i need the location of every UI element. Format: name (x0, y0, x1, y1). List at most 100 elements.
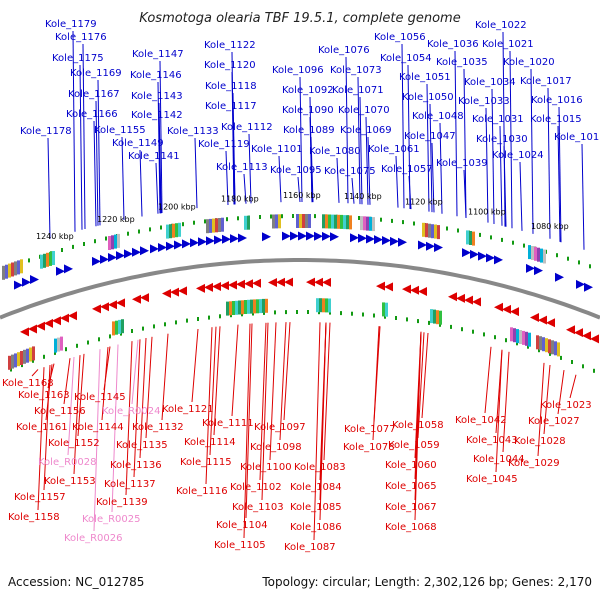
scale-dot (395, 316, 397, 320)
label-leader-line (509, 50, 513, 229)
annotation-block (531, 246, 534, 260)
scale-dot (226, 217, 228, 222)
reverse-gene-arrow (20, 327, 29, 337)
label-leader-line (93, 120, 97, 227)
reverse-gene-arrow (204, 282, 213, 292)
reverse-gene-arrow (52, 316, 61, 326)
annotation-block (525, 331, 528, 346)
annotation-block (543, 249, 546, 264)
gene-label-forward: Kole_1089 (283, 125, 335, 136)
reverse-gene-arrow (196, 283, 205, 293)
label-leader-line (310, 136, 314, 203)
scale-dot (28, 258, 30, 263)
gene-label-forward: Kole_1031 (472, 114, 524, 125)
forward-gene-arrow (206, 236, 215, 246)
label-leader-line (439, 122, 443, 214)
gene-label-forward: Kole_1155 (94, 125, 146, 136)
gene-label-forward: Kole_1147 (132, 49, 184, 60)
scale-dot (501, 237, 503, 242)
annotation-block (244, 215, 247, 230)
annotation-block (32, 346, 35, 361)
forward-gene-arrow (576, 279, 585, 289)
scale-dot (87, 340, 89, 345)
forward-gene-arrow (418, 240, 427, 250)
gene-label-reverse: Kole_1144 (72, 422, 124, 433)
gene-label-forward: Kole_1176 (55, 32, 107, 43)
scale-dot (413, 221, 415, 226)
annotation-block (256, 299, 259, 314)
label-leader-line (557, 370, 565, 415)
gene-label-forward: Kole_1141 (128, 151, 180, 162)
gene-label-forward: Kole_1101 (251, 144, 303, 155)
annotation-block (433, 309, 436, 324)
gene-label-reverse: Kole_1135 (116, 440, 168, 451)
forward-gene-arrow (158, 242, 167, 252)
gene-label-forward: Kole_1073 (330, 65, 382, 76)
annotation-block (8, 355, 11, 370)
gene-label-reverse: Kole_1158 (8, 512, 60, 523)
label-leader-line (209, 326, 217, 456)
scale-dot (402, 220, 404, 225)
gene-label-reverse: Kole_1060 (385, 460, 437, 471)
gene-label-forward: Kole_1061 (368, 144, 420, 155)
gene-label-forward: Kole_1050 (402, 92, 454, 103)
gene-label-forward: Kole_1033 (458, 96, 510, 107)
forward-gene-arrow (222, 234, 231, 244)
annotation-block (212, 218, 215, 233)
label-leader-line (243, 323, 251, 539)
scale-dot (65, 347, 67, 352)
annotation-block (554, 341, 557, 356)
annotation-block (238, 300, 241, 315)
reverse-gene-arrow (546, 318, 555, 328)
kbp-tick-label: 1120 kbp (405, 197, 443, 206)
scale-dot (417, 319, 419, 324)
rna-gene-label: Kole_R0028 (38, 457, 97, 468)
gene-label-reverse: Kole_1058 (392, 420, 444, 431)
label-leader-line (351, 177, 355, 204)
scale-dot (160, 225, 162, 230)
gene-label-forward: Kole_1030 (476, 134, 528, 145)
annotation-block (172, 223, 175, 238)
gene-label-forward: Kole_1070 (338, 105, 390, 116)
label-leader-line (95, 100, 99, 226)
label-leader-line (194, 137, 198, 209)
annotation-block (115, 320, 118, 335)
reverse-gene-arrow (538, 315, 547, 325)
scale-dot (175, 320, 177, 325)
annotation-block (372, 217, 375, 232)
gene-label-forward: Kole_1047 (404, 131, 456, 142)
label-leader-line (232, 112, 236, 205)
label-leader-line (191, 328, 199, 403)
label-leader-line (133, 339, 141, 478)
scale-dot (494, 335, 496, 340)
forward-gene-arrow (434, 242, 443, 252)
forward-gene-arrow (330, 232, 339, 242)
gene-label-reverse: Kole_1136 (110, 460, 162, 471)
forward-gene-arrow (262, 232, 271, 242)
forward-gene-arrow (166, 241, 175, 251)
annotation-block (431, 224, 434, 239)
scale-dot (505, 338, 507, 343)
annotation-block (121, 319, 124, 334)
reverse-gene-arrow (220, 281, 229, 291)
gene-label-forward: Kole_1096 (272, 65, 324, 76)
label-leader-line (372, 326, 380, 441)
label-leader-line (37, 367, 45, 511)
forward-gene-arrow (230, 234, 239, 244)
annotation-block (369, 216, 372, 231)
accession-text: Accession: NC_012785 (8, 575, 144, 589)
annotation-block (43, 253, 46, 268)
annotation-block (349, 215, 352, 230)
reverse-gene-arrow (418, 287, 427, 297)
forward-gene-arrow (116, 251, 125, 261)
gene-label-reverse: Kole_1163 (18, 390, 70, 401)
forward-gene-arrow (214, 235, 223, 245)
gene-label-reverse: Kole_1084 (290, 482, 342, 493)
label-leader-line (543, 364, 551, 435)
annotation-block (363, 216, 366, 231)
label-leader-line (484, 346, 492, 414)
reverse-gene-arrow (384, 282, 393, 292)
label-leader-line (495, 349, 503, 473)
annotation-block (382, 302, 385, 317)
